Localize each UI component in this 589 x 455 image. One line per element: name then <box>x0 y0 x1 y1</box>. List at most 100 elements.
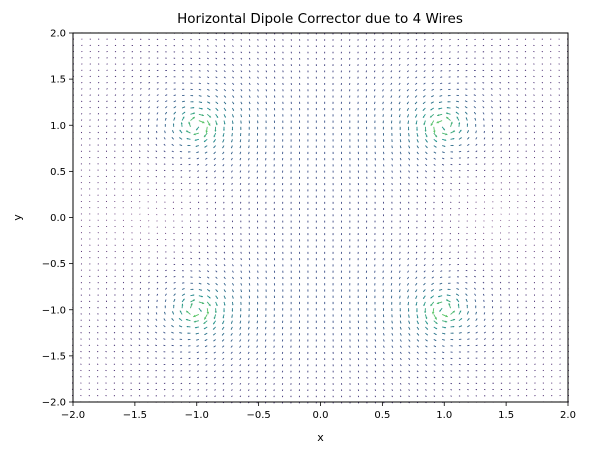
quiver-arrow <box>239 189 242 192</box>
quiver-arrow <box>508 238 510 240</box>
quiver-arrow <box>114 75 117 78</box>
quiver-arrow <box>433 357 436 360</box>
quiver-arrowhead <box>399 122 401 124</box>
quiver-arrow <box>222 395 225 398</box>
quiver-arrow <box>366 345 368 348</box>
quiver-arrow <box>408 395 410 398</box>
quiver-arrow <box>273 383 275 385</box>
quiver-arrowhead <box>430 115 433 118</box>
quiver-arrowhead <box>181 303 184 306</box>
quiver-arrowhead <box>257 303 259 305</box>
quiver-arrow <box>223 257 226 260</box>
quiver-arrowhead <box>435 339 437 341</box>
quiver-arrow <box>232 270 234 273</box>
quiver-arrowhead <box>213 322 215 325</box>
quiver-arrowhead <box>213 146 215 148</box>
quiver-arrow <box>215 70 218 72</box>
quiver-arrow <box>198 276 202 279</box>
quiver-arrowhead <box>173 304 175 307</box>
quiver-arrow <box>406 70 409 73</box>
quiver-arrowhead <box>457 303 460 306</box>
quiver-arrowhead <box>200 95 202 97</box>
quiver-arrow <box>273 89 276 92</box>
quiver-arrow <box>398 70 401 73</box>
quiver-arrow <box>398 45 401 47</box>
quiver-arrow <box>156 269 159 272</box>
quiver-arrow <box>106 112 108 115</box>
quiver-arrow <box>223 239 225 242</box>
quiver-arrowhead <box>232 303 234 306</box>
quiver-arrow <box>374 45 376 48</box>
quiver-arrowhead <box>415 297 417 299</box>
quiver-arrow <box>256 358 258 361</box>
quiver-arrow <box>114 106 117 109</box>
quiver-arrowhead <box>417 141 419 143</box>
quiver-arrow <box>164 293 167 296</box>
quiver-arrow <box>215 270 218 273</box>
quiver-arrow <box>213 164 216 167</box>
quiver-arrow <box>424 245 426 248</box>
quiver-arrowhead <box>173 299 176 301</box>
quiver-arrow <box>232 51 234 54</box>
quiver-arrow <box>525 350 528 353</box>
quiver-arrowhead <box>425 317 428 319</box>
quiver-arrow <box>122 188 124 190</box>
quiver-arrow <box>190 239 192 241</box>
quiver-arrow <box>416 239 418 242</box>
quiver-arrow <box>148 82 151 84</box>
quiver-arrow <box>558 69 560 71</box>
quiver-arrow <box>155 137 158 140</box>
quiver-arrow <box>165 88 168 90</box>
quiver-arrow <box>517 175 519 178</box>
quiver-arrowhead <box>433 130 436 133</box>
quiver-arrow <box>256 326 259 330</box>
quiver-arrow <box>382 70 384 73</box>
quiver-arrow <box>541 88 544 90</box>
quiver-arrow <box>425 382 427 385</box>
quiver-arrow <box>439 82 443 85</box>
quiver-arrow <box>122 106 125 109</box>
quiver-arrow <box>131 275 133 278</box>
quiver-arrow <box>491 263 493 265</box>
quiver-arrow <box>139 100 142 103</box>
quiver-arrowhead <box>214 311 217 314</box>
quiver-arrow <box>508 194 511 196</box>
quiver-arrowhead <box>215 304 218 306</box>
quiver-arrow <box>165 281 168 284</box>
quiver-arrow <box>525 338 528 340</box>
quiver-arrowhead <box>452 310 455 313</box>
quiver-arrowhead <box>465 117 468 119</box>
quiver-arrow <box>222 370 225 373</box>
quiver-arrow <box>559 363 561 365</box>
quiver-arrow <box>448 57 451 59</box>
quiver-arrow <box>516 94 518 96</box>
quiver-arrow <box>415 38 418 41</box>
quiver-arrow <box>164 299 167 303</box>
quiver-arrow <box>181 239 184 241</box>
quiver-arrow <box>475 201 477 203</box>
quiver-arrow <box>524 100 527 103</box>
quiver-arrow <box>181 245 184 247</box>
quiver-arrow <box>508 275 510 278</box>
quiver-arrow <box>524 81 527 84</box>
quiver-arrow <box>130 350 132 353</box>
quiver-arrow <box>431 82 434 85</box>
quiver-arrow <box>197 195 200 197</box>
quiver-arrow <box>189 182 191 185</box>
quiver-arrow <box>206 276 210 279</box>
quiver-arrow <box>232 276 234 280</box>
quiver-arrow <box>139 182 141 184</box>
quiver-arrowhead <box>222 146 224 149</box>
quiver-arrow <box>198 270 201 272</box>
quiver-arrow <box>198 245 201 247</box>
quiver-arrow <box>248 170 250 173</box>
quiver-arrowhead <box>182 298 185 301</box>
quiver-arrow <box>148 112 150 115</box>
quiver-arrowhead <box>426 140 428 143</box>
quiver-arrow <box>390 82 393 86</box>
quiver-arrow <box>223 264 226 267</box>
quiver-arrow <box>248 95 251 98</box>
quiver-arrow <box>500 182 502 184</box>
quiver-arrow <box>114 94 117 96</box>
quiver-arrowhead <box>239 334 241 336</box>
